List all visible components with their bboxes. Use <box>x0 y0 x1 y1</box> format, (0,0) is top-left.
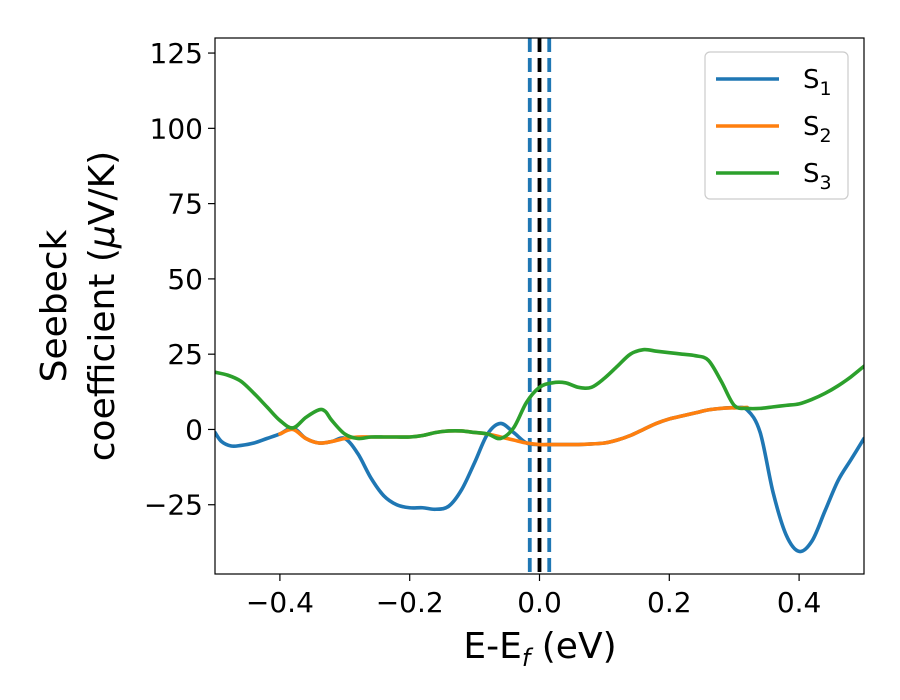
x-tick-label: −0.2 <box>376 586 444 619</box>
legend-label-s2: S2 <box>803 112 832 147</box>
series-lines <box>215 347 864 554</box>
legend: S1 S2 S3 <box>704 51 849 200</box>
y-tick-label: 0 <box>185 413 203 446</box>
y-tick-label: −25 <box>144 489 203 522</box>
fermi-level-lines <box>527 38 552 574</box>
y-tick-label: 25 <box>167 338 203 371</box>
y-axis: −25 0 25 50 75 100 125 <box>144 37 215 522</box>
x-axis: −0.4 −0.2 0.0 0.2 0.4 <box>246 574 821 619</box>
y-tick-label: 75 <box>167 188 203 221</box>
x-tick-label: 0.0 <box>517 586 562 619</box>
y-tick-label: 100 <box>150 112 203 145</box>
x-tick-label: 0.2 <box>647 586 692 619</box>
y-axis-title-line1: Seebeck <box>34 229 75 382</box>
x-axis-title: E-Ef (eV) <box>463 626 616 672</box>
y-tick-label: 125 <box>150 37 203 70</box>
legend-label-s3: S3 <box>803 159 832 194</box>
y-axis-title: Seebeck coefficient (μV/K) <box>34 151 123 461</box>
y-axis-title-line2: coefficient (μV/K) <box>82 151 123 461</box>
series-line-s3 <box>215 347 864 441</box>
x-tick-label: 0.4 <box>777 586 822 619</box>
legend-label-s1: S1 <box>803 65 832 100</box>
x-tick-label: −0.4 <box>246 586 314 619</box>
y-tick-label: 50 <box>167 263 203 296</box>
